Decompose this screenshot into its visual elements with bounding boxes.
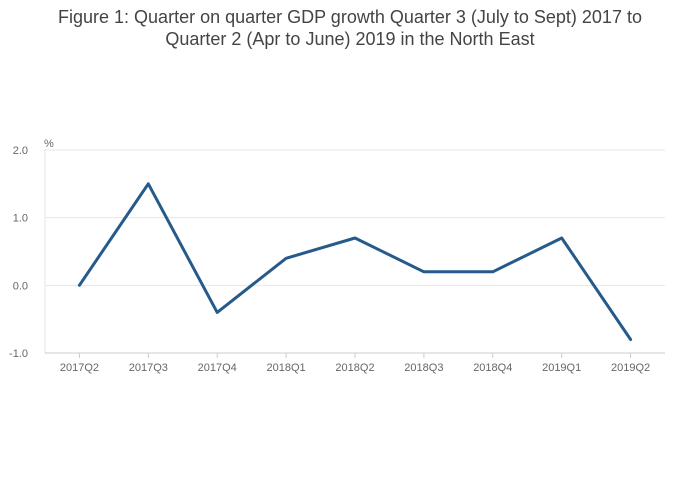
- chart-title-line-2: Quarter 2 (Apr to June) 2019 in the Nort…: [165, 29, 535, 49]
- x-tick-label: 2019Q1: [542, 362, 581, 374]
- x-tick-label: 2018Q2: [335, 362, 374, 374]
- y-tick-label: 1.0: [13, 213, 28, 225]
- y-axis: % -1.0 0.0 1.0 2.0: [9, 138, 54, 360]
- chart-title-line-1: Figure 1: Quarter on quarter GDP growth …: [58, 7, 642, 27]
- data-point[interactable]: [420, 268, 428, 276]
- y-tick-label: -1.0: [9, 348, 28, 360]
- data-point[interactable]: [627, 335, 635, 343]
- data-point[interactable]: [282, 254, 290, 262]
- y-tick-label: 2.0: [13, 145, 28, 157]
- data-point[interactable]: [213, 308, 221, 316]
- y-tick-label: 0.0: [13, 280, 28, 292]
- series-line[interactable]: [77, 182, 633, 341]
- chart-title: Figure 1: Quarter on quarter GDP growth …: [0, 6, 700, 50]
- x-tick-label: 2018Q1: [267, 362, 306, 374]
- x-tick-label: 2017Q3: [129, 362, 168, 374]
- data-point[interactable]: [75, 281, 83, 289]
- x-tick-label: 2019Q2: [611, 362, 650, 374]
- x-tick-label: 2018Q4: [473, 362, 512, 374]
- data-point[interactable]: [351, 234, 359, 242]
- data-point[interactable]: [558, 234, 566, 242]
- data-point[interactable]: [144, 180, 152, 188]
- x-tick-label: 2017Q4: [198, 362, 237, 374]
- series-group: [75, 180, 635, 343]
- x-axis: 2017Q2 2017Q3 2017Q4 2018Q1 2018Q2 2018Q3 2018…: [45, 352, 665, 374]
- x-tick-label: 2017Q2: [60, 362, 99, 374]
- x-tick-label: 2018Q3: [404, 362, 443, 374]
- data-point[interactable]: [489, 268, 497, 276]
- y-axis-unit-label: %: [44, 138, 54, 150]
